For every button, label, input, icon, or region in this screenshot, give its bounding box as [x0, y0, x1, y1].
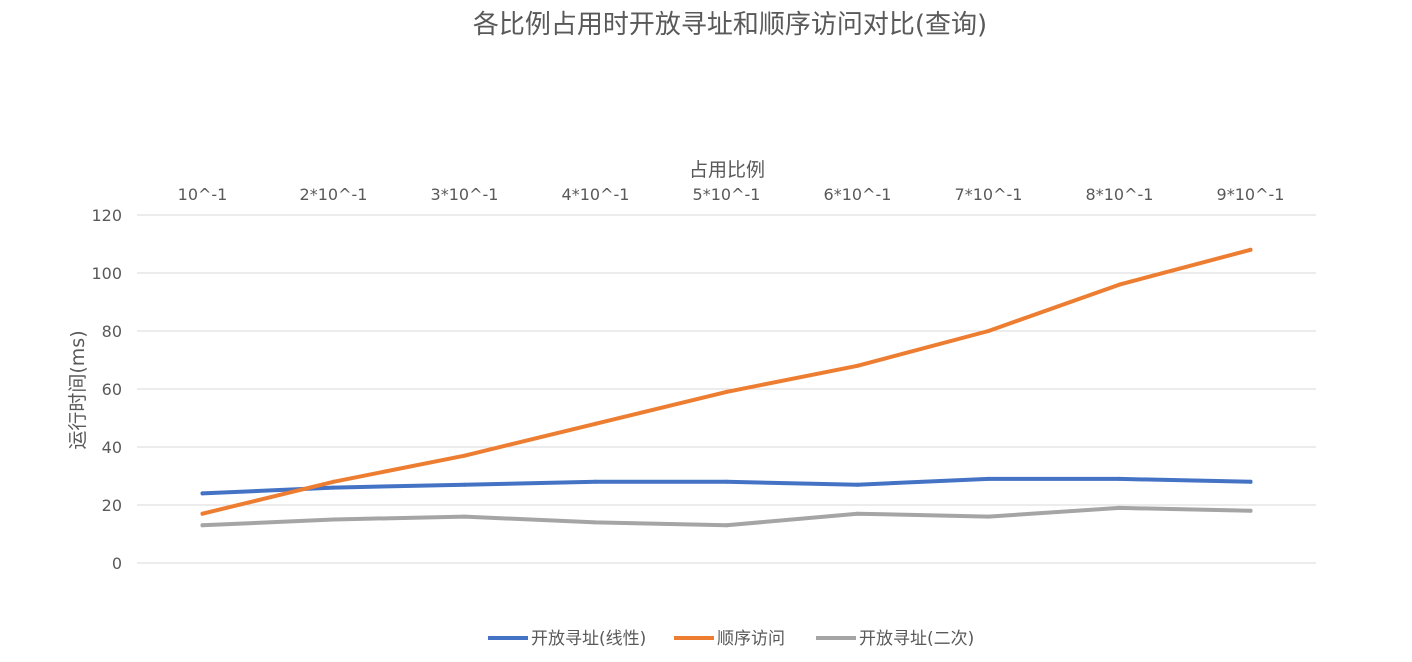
data-point — [1117, 476, 1122, 481]
y-tick-label: 20 — [102, 496, 122, 515]
data-point — [986, 329, 991, 333]
data-point — [200, 511, 205, 516]
x-tick-label: 4*10^-1 — [562, 185, 630, 204]
x-tick-label: 2*10^-1 — [300, 185, 368, 204]
data-point — [331, 479, 336, 484]
series-lines — [200, 247, 1253, 528]
legend-label: 开放寻址(二次) — [859, 629, 974, 649]
data-point — [1248, 508, 1253, 513]
legend-label: 顺序访问 — [717, 629, 785, 649]
y-axis-ticks: 0 20 40 60 80 100 120 — [91, 206, 122, 573]
data-point — [724, 389, 729, 394]
legend-label: 开放寻址(线性) — [531, 629, 646, 649]
x-tick-label: 5*10^-1 — [693, 185, 761, 204]
x-axis-title: 占用比例 — [689, 159, 765, 181]
x-tick-label: 8*10^-1 — [1086, 185, 1154, 204]
y-axis-title: 运行时间(ms) — [67, 330, 89, 449]
data-point — [724, 479, 729, 484]
data-point — [1117, 282, 1122, 287]
data-point — [724, 523, 729, 528]
data-point — [986, 514, 991, 519]
series-line-2 — [200, 247, 1253, 516]
data-point — [462, 514, 467, 519]
x-axis-ticks: 10^-1 2*10^-1 3*10^-1 4*10^-1 5*10^-1 6*10^-1… — [178, 185, 1285, 204]
data-point — [462, 482, 467, 487]
y-tick-label: 80 — [102, 322, 122, 341]
data-point — [593, 520, 598, 525]
data-point — [462, 453, 467, 458]
data-point — [200, 523, 205, 528]
x-tick-label: 10^-1 — [178, 185, 228, 204]
x-tick-label: 6*10^-1 — [824, 185, 892, 204]
data-point — [593, 421, 598, 426]
data-point — [331, 517, 336, 522]
legend: 开放寻址(线性) 顺序访问 开放寻址(二次) — [488, 629, 974, 649]
data-point — [593, 479, 598, 484]
x-tick-label: 3*10^-1 — [431, 185, 499, 204]
gridlines — [137, 214, 1316, 564]
y-tick-label: 60 — [102, 380, 122, 399]
data-point — [855, 363, 860, 368]
data-point — [1248, 479, 1253, 484]
series-line-3 — [200, 505, 1253, 528]
x-tick-label: 9*10^-1 — [1217, 185, 1285, 204]
data-point — [855, 482, 860, 487]
data-point — [1248, 247, 1253, 252]
data-point — [855, 511, 860, 516]
data-point — [1117, 505, 1122, 510]
y-tick-label: 40 — [102, 438, 122, 457]
y-tick-label: 100 — [91, 264, 122, 283]
data-point — [331, 485, 336, 490]
y-tick-label: 0 — [112, 554, 122, 573]
data-point — [200, 491, 205, 496]
data-point — [986, 476, 991, 481]
x-tick-label: 7*10^-1 — [955, 185, 1023, 204]
chart-title: 各比例占用时开放寻址和顺序访问对比(查询) — [473, 10, 987, 40]
y-tick-label: 120 — [91, 206, 122, 225]
